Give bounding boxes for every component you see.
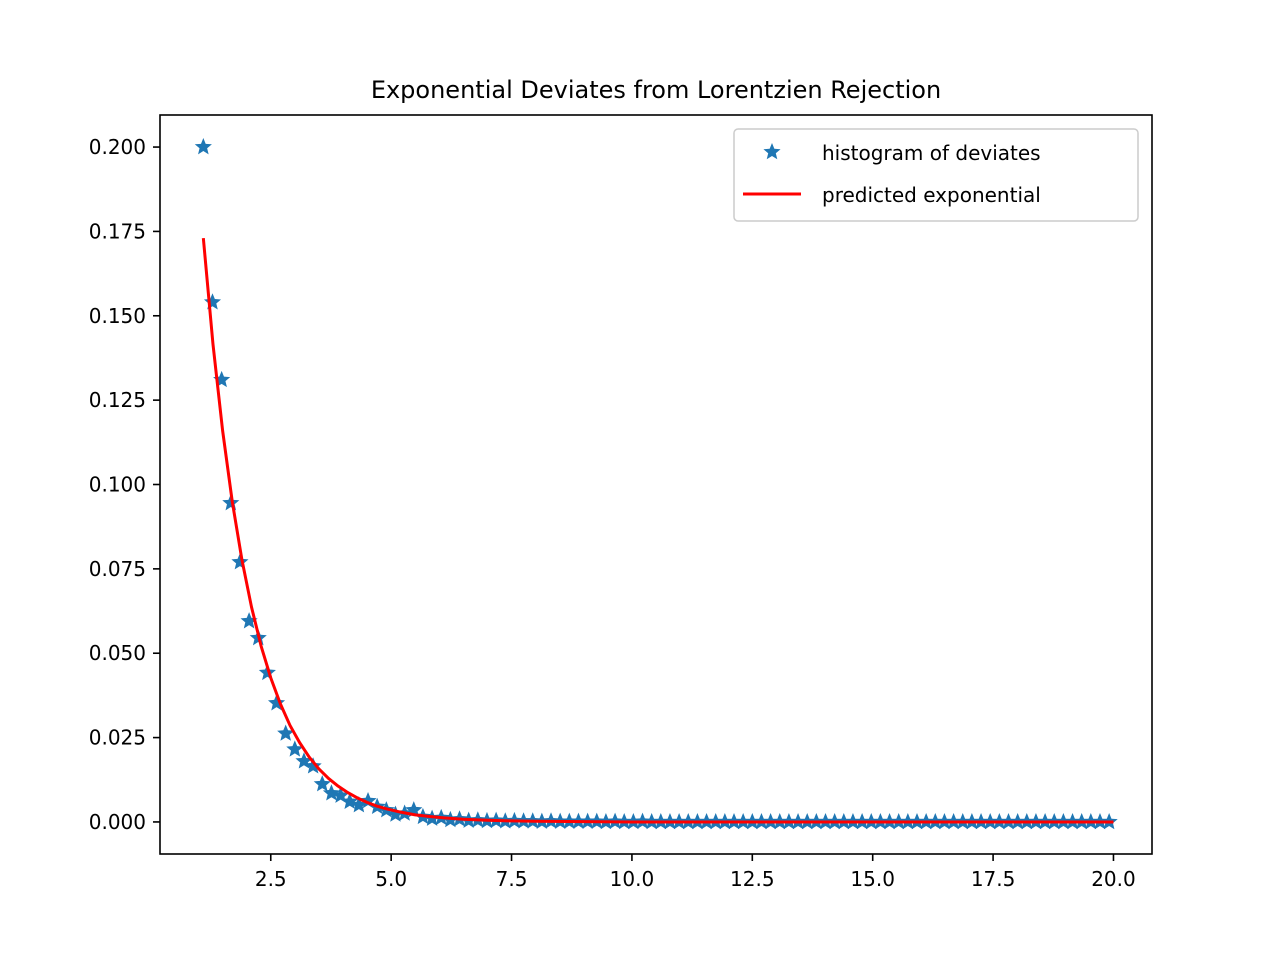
histogram-point — [313, 775, 331, 792]
legend-label-predicted: predicted exponential — [822, 183, 1041, 207]
legend-box — [733, 128, 1139, 222]
x-tick-label: 12.5 — [730, 867, 775, 891]
y-tick-label: 0.000 — [89, 810, 146, 834]
x-tick-label: 5.0 — [375, 867, 407, 891]
chart-title: Exponential Deviates from Lorentzien Rej… — [371, 76, 941, 104]
legend: histogram of deviates predicted exponenti… — [733, 128, 1139, 222]
predicted-exponential-line — [201, 238, 1114, 824]
x-tick-label: 17.5 — [971, 867, 1016, 891]
x-tick-label: 10.0 — [610, 867, 655, 891]
histogram-point — [286, 740, 304, 757]
axes-frame — [159, 114, 1153, 855]
y-tick-label: 0.075 — [89, 557, 146, 581]
y-tick-label: 0.050 — [89, 641, 146, 665]
histogram-point — [277, 724, 295, 741]
x-tick-label: 20.0 — [1091, 867, 1136, 891]
x-axis: 2.5 5.0 7.5 10.0 12.5 15.0 17.5 20.0 — [255, 854, 1136, 891]
plot-area — [194, 138, 1118, 830]
y-tick-label: 0.125 — [89, 388, 146, 412]
histogram-point — [194, 138, 212, 155]
histogram-point — [350, 796, 368, 813]
y-tick-label: 0.200 — [89, 135, 146, 159]
y-axis: 0.000 0.025 0.050 0.075 0.100 0.125 0.150 0.175… — [89, 135, 160, 834]
legend-star-marker — [763, 143, 781, 160]
histogram-point — [322, 784, 340, 801]
legend-label-histogram: histogram of deviates — [822, 141, 1041, 165]
x-tick-label: 2.5 — [255, 867, 287, 891]
x-tick-label: 7.5 — [496, 867, 528, 891]
histogram-point — [240, 612, 258, 629]
y-tick-label: 0.150 — [89, 304, 146, 328]
x-tick-label: 15.0 — [850, 867, 895, 891]
histogram-point — [386, 805, 405, 822]
y-tick-label: 0.025 — [89, 726, 146, 750]
histogram-point — [222, 494, 240, 511]
y-tick-label: 0.175 — [89, 219, 146, 243]
y-tick-label: 0.100 — [89, 473, 146, 497]
